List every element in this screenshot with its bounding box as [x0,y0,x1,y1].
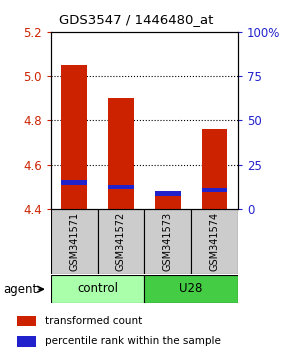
Text: GSM341573: GSM341573 [163,212,173,271]
Bar [97,209,144,274]
Bar [191,209,238,274]
Text: GSM341571: GSM341571 [69,212,79,271]
Bar [144,209,191,274]
Bar [202,129,227,209]
Bar [155,191,180,196]
Text: GDS3547 / 1446480_at: GDS3547 / 1446480_at [59,13,213,27]
Text: transformed count: transformed count [45,315,142,326]
Text: U28: U28 [179,282,203,295]
Bar [17,316,37,326]
Bar [51,209,97,274]
Bar [51,275,144,303]
Bar [61,180,87,184]
Text: agent: agent [3,283,37,296]
Bar [61,65,87,209]
Bar [144,275,238,303]
Bar [202,188,227,192]
Text: control: control [77,282,118,295]
Text: percentile rank within the sample: percentile rank within the sample [45,336,221,346]
Text: GSM341572: GSM341572 [116,212,126,271]
Bar [108,184,134,189]
Text: GSM341574: GSM341574 [209,212,220,271]
Bar [108,98,134,209]
Bar [17,336,37,347]
Bar [155,191,180,209]
